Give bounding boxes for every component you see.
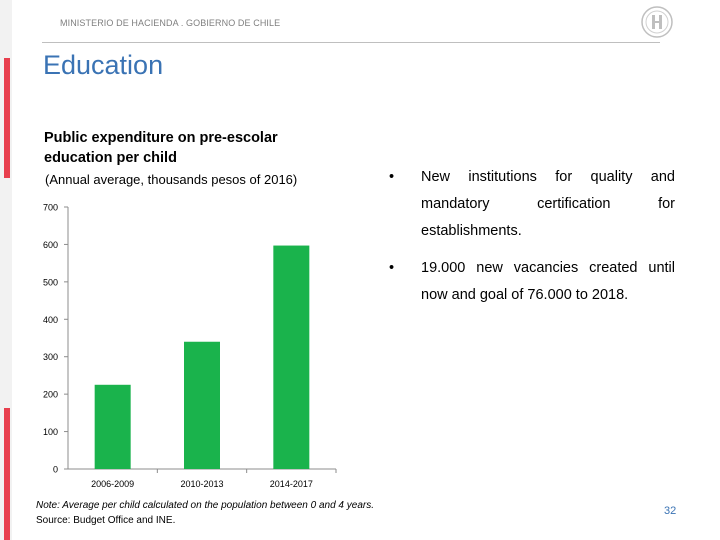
y-tick-label: 200 xyxy=(43,390,58,400)
y-tick-label: 0 xyxy=(53,465,58,475)
slide-title: Education xyxy=(43,50,164,80)
bar xyxy=(273,245,310,469)
x-tick-label: 2014-2017 xyxy=(270,479,313,489)
government-seal-icon xyxy=(641,6,673,38)
bullet-text: New institutions for quality and mandato… xyxy=(421,169,675,239)
y-tick-label: 300 xyxy=(43,352,58,362)
bullet-list: • New institutions for quality and manda… xyxy=(375,164,675,319)
bar xyxy=(184,341,220,469)
left-red-bar-bottom xyxy=(4,408,10,540)
y-tick-label: 500 xyxy=(43,277,58,287)
bullet-item: • 19.000 new vacancies created until now… xyxy=(375,255,675,309)
bullet-marker: • xyxy=(389,260,395,276)
chart-title: Public expenditure on pre-escolar educat… xyxy=(44,130,278,166)
x-tick-label: 2010-2013 xyxy=(180,479,223,489)
bullet-marker: • xyxy=(389,169,395,185)
bullet-item: • New institutions for quality and manda… xyxy=(375,164,675,245)
bar xyxy=(94,384,131,469)
page-number: 32 xyxy=(664,505,677,517)
chart-note: Note: Average per child calculated on th… xyxy=(36,498,374,528)
x-tick-label: 2006-2009 xyxy=(91,479,134,489)
y-tick-label: 600 xyxy=(43,240,58,250)
left-red-bar-top xyxy=(4,58,10,178)
chart-subtitle: (Annual average, thousands pesos of 2016… xyxy=(45,172,298,187)
header-divider xyxy=(42,42,660,43)
bullet-text: 19.000 new vacancies created until now a… xyxy=(421,260,675,303)
y-tick-label: 700 xyxy=(43,203,58,213)
ministry-header-text: MINISTERIO DE HACIENDA . GOBIERNO DE CHI… xyxy=(60,18,281,28)
y-tick-label: 100 xyxy=(43,427,58,437)
source-text: Source: Budget Office and INE. xyxy=(36,515,176,526)
y-tick-label: 400 xyxy=(43,315,58,325)
note-text: Note: Average per child calculated on th… xyxy=(36,500,375,511)
